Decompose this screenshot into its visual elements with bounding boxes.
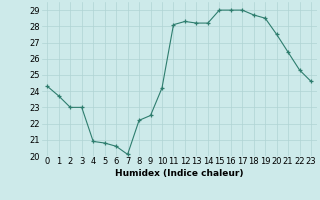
X-axis label: Humidex (Indice chaleur): Humidex (Indice chaleur) <box>115 169 244 178</box>
